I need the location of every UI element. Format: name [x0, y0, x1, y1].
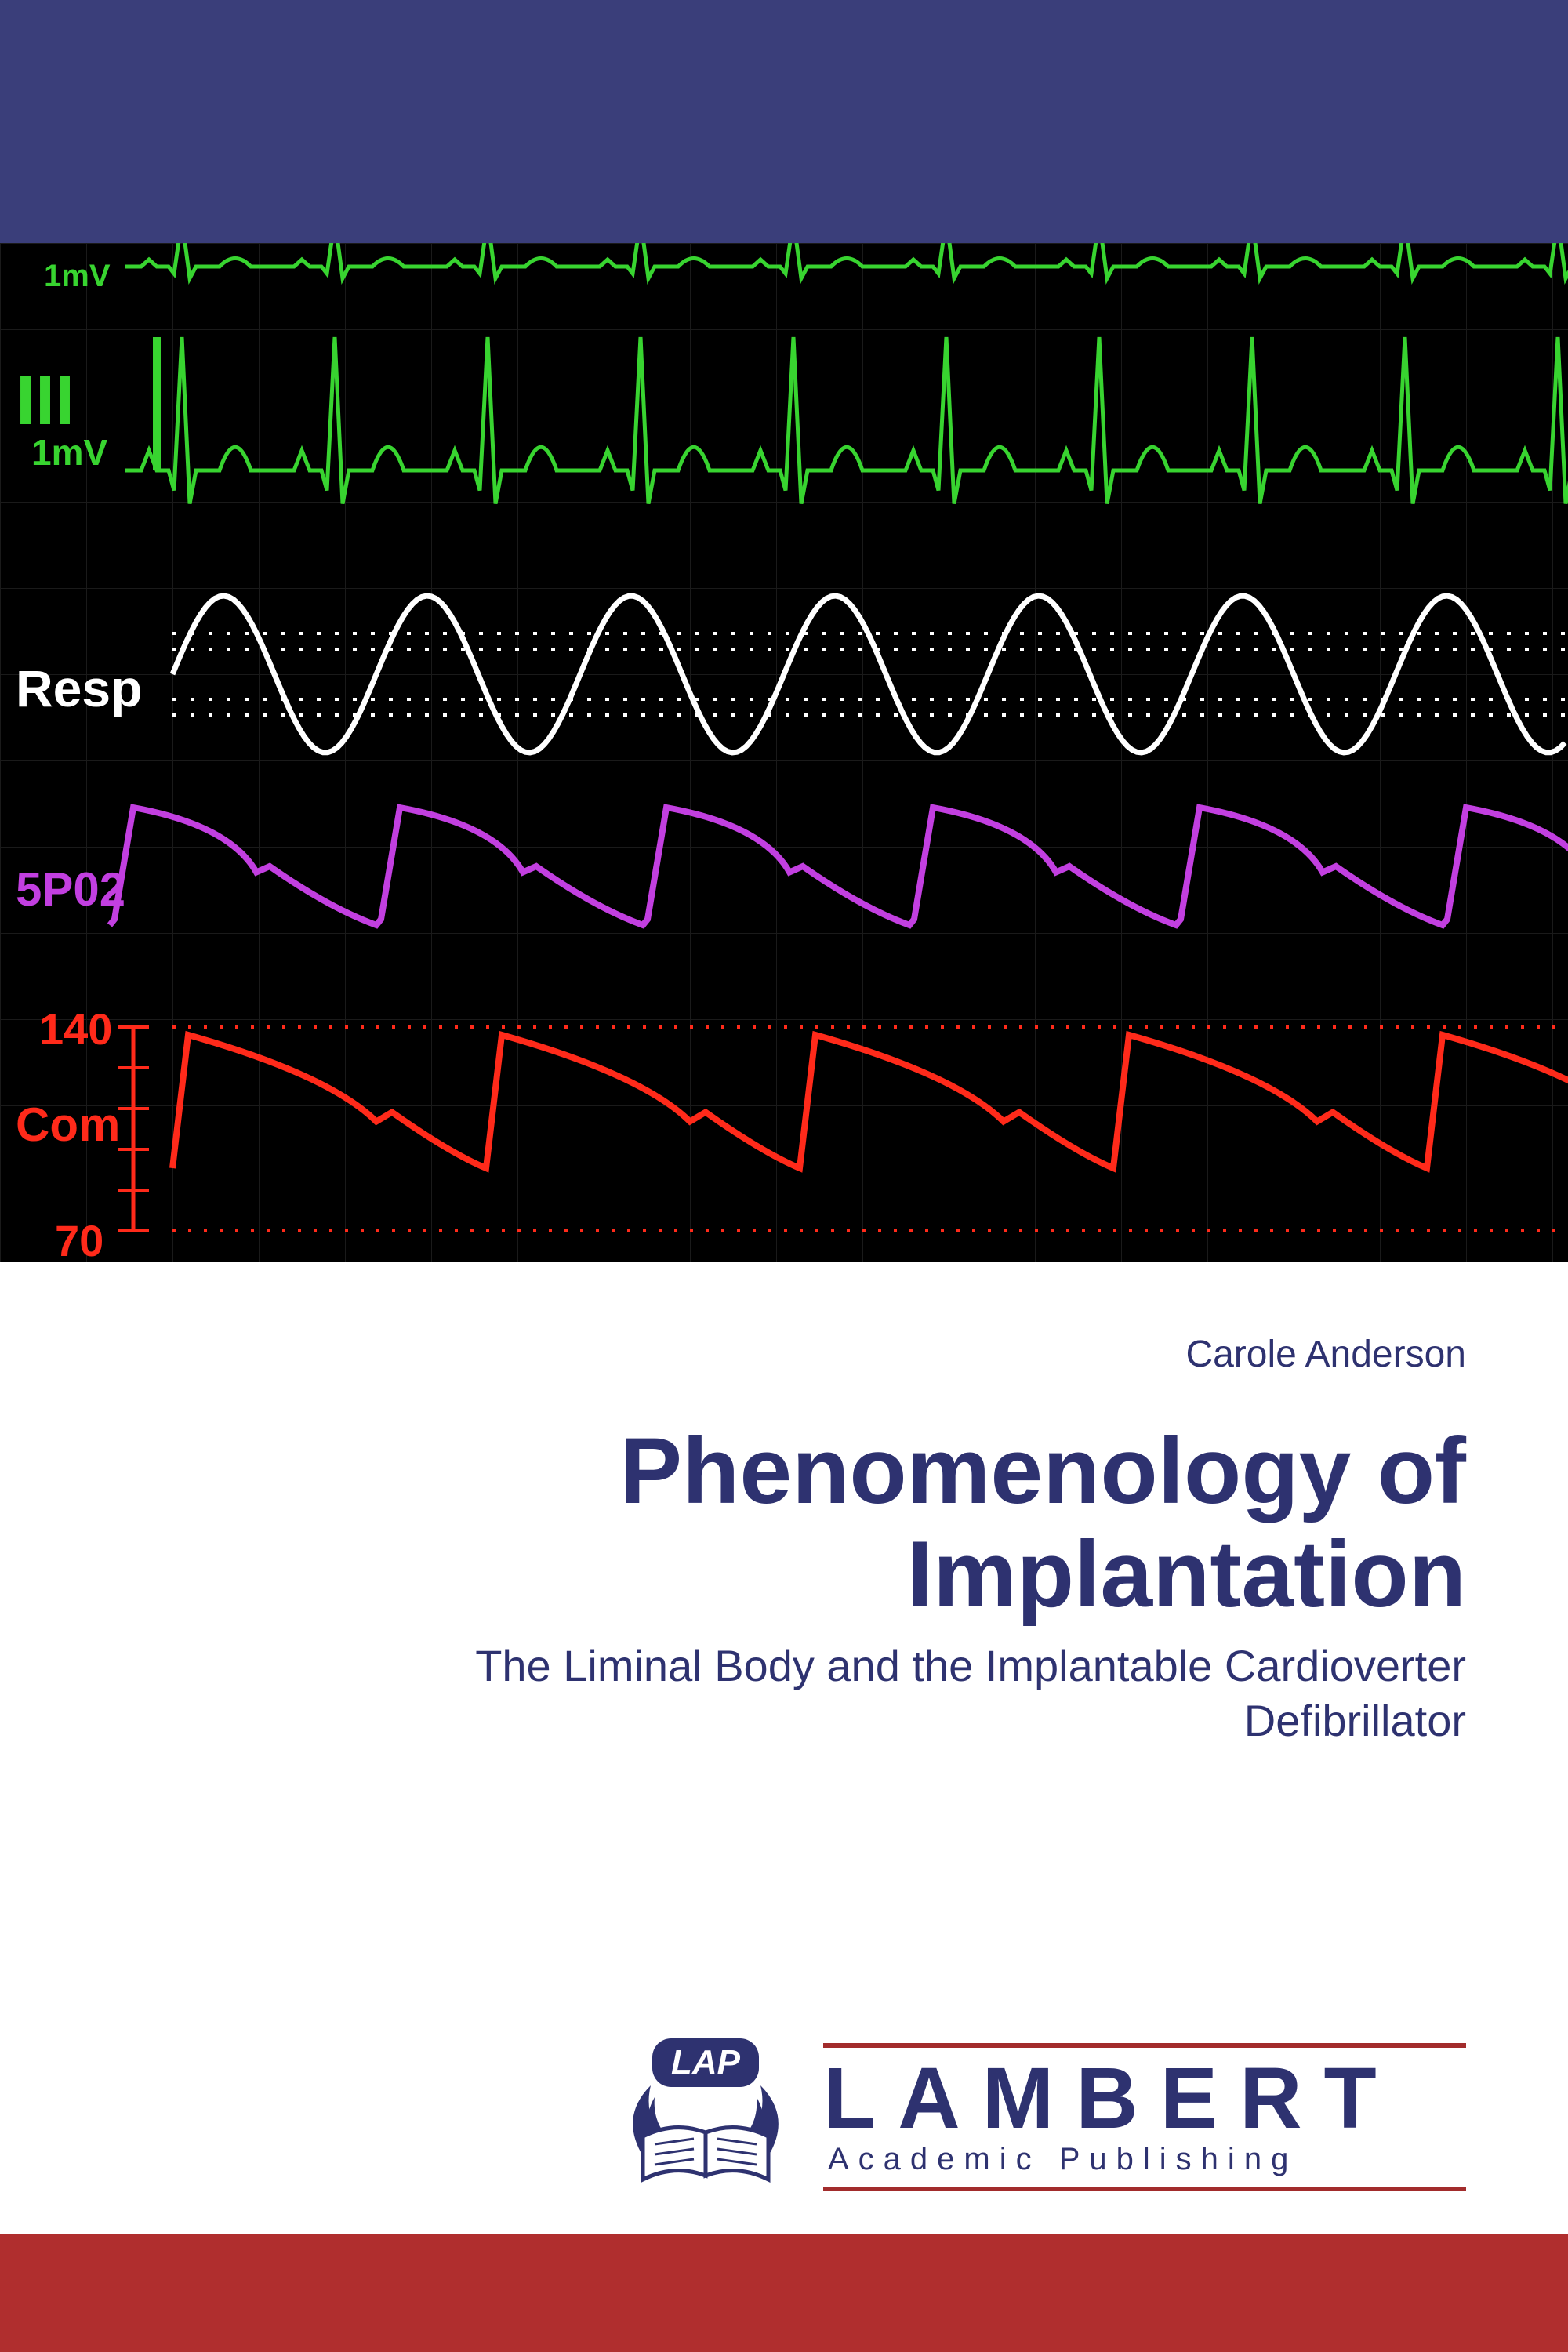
- open-book-icon: [635, 2117, 776, 2195]
- title-line-2: Implantation: [907, 1522, 1466, 1627]
- publisher-emblem: LAP: [619, 2038, 792, 2195]
- top-color-band: [0, 0, 1568, 243]
- book-subtitle: The Liminal Body and the Implantable Car…: [475, 1639, 1466, 1748]
- bottom-color-band: [0, 2234, 1568, 2352]
- publisher-rule-bottom: [823, 2187, 1466, 2191]
- book-title: Phenomenology of Implantation: [619, 1419, 1466, 1626]
- waveforms-svg: [0, 243, 1568, 1262]
- title-line-1: Phenomenology of: [619, 1418, 1466, 1523]
- publisher-subtitle: Academic Publishing: [823, 2142, 1466, 2187]
- lap-badge: LAP: [652, 2038, 759, 2087]
- publisher-name: LAMBERT: [823, 2048, 1466, 2142]
- publisher-text: LAMBERT Academic Publishing: [823, 2043, 1466, 2191]
- subtitle-line-1: The Liminal Body and the Implantable Car…: [475, 1641, 1466, 1690]
- publisher-logo-block: LAP LAMBERT Academic Publishing: [619, 2038, 1466, 2195]
- subtitle-line-2: Defibrillator: [1244, 1696, 1466, 1745]
- vital-signs-monitor: 1mVIII1mVResp5P02Com14070: [0, 243, 1568, 1262]
- author-name: Carole Anderson: [1185, 1333, 1466, 1376]
